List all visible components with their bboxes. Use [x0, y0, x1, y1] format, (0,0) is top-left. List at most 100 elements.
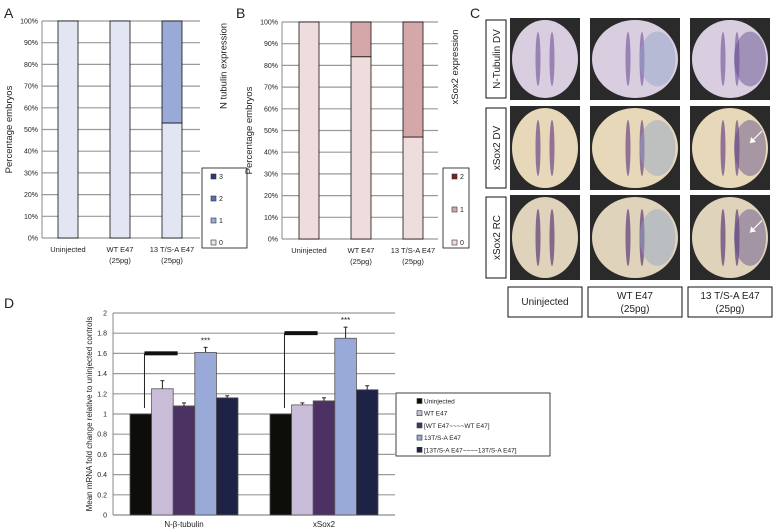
y-tick-label: 80% [264, 63, 278, 70]
x-tick-label: (25pg) [161, 256, 183, 265]
y-axis-label: Percentage embryos [4, 85, 15, 173]
injected-side-stain [734, 120, 766, 176]
embryo [512, 197, 578, 278]
arrow-head-icon [750, 137, 756, 143]
significance-bar [284, 331, 318, 336]
embryo [592, 20, 678, 98]
y-tick-label: 1.2 [97, 391, 107, 398]
injected-side-stain [639, 120, 676, 176]
legend-label: 1 [460, 207, 464, 214]
bar-d [355, 389, 379, 516]
y-tick-label: 0.4 [97, 472, 107, 479]
significance-stars: *** [201, 336, 210, 345]
neural-stripe [625, 209, 631, 266]
y-tick-label: 0 [103, 513, 107, 520]
panel-label-a: A [4, 5, 14, 21]
neural-stripe [734, 120, 740, 176]
row-label: N-Tubulin DV [492, 29, 503, 89]
y-tick-label: 100% [20, 19, 38, 26]
injected-side-stain [639, 31, 676, 87]
y-axis-label: Percentage embryos [244, 86, 255, 174]
x-tick-label: Uninjected [50, 245, 85, 254]
column-label: (25pg) [621, 304, 650, 315]
bar-segment-a-0 [161, 122, 183, 239]
y-tick-label: 90% [264, 41, 278, 48]
legend-label: 2 [219, 196, 223, 203]
bar-segment-b-1 [402, 21, 424, 138]
neural-stripe [720, 32, 726, 86]
y-tick-label: 20% [264, 193, 278, 200]
legend-label: [13T/S-A E47~~~~13T/S-A E47] [424, 447, 517, 454]
legend-swatch [451, 206, 458, 213]
legend-label: 0 [460, 240, 464, 247]
y-tick-label: 2 [103, 311, 107, 318]
y-tick-label: 50% [264, 128, 278, 135]
panel-label-d: D [4, 295, 14, 311]
x-tick-label: xSox2 [313, 520, 336, 529]
column-label-box [587, 286, 683, 318]
y-tick-label: 0.8 [97, 432, 107, 439]
y-tick-label: 1.8 [97, 331, 107, 338]
column-label-box [687, 286, 773, 318]
neural-stripe [625, 120, 631, 176]
legend-swatch [416, 398, 423, 404]
legend-label: 13T/S-A E47 [424, 435, 461, 442]
legend-swatch [210, 217, 217, 224]
x-tick-label: 13 T/S-A E47 [391, 246, 435, 255]
neural-stripe [549, 209, 555, 266]
bar-d [151, 388, 174, 516]
y-tick-label: 10% [24, 214, 38, 221]
x-tick-label: (25pg) [402, 257, 424, 266]
embryo [692, 197, 768, 278]
legend-swatch [416, 410, 423, 417]
y-tick-label: 80% [24, 62, 38, 69]
row-label-box [485, 19, 507, 99]
neural-stripe [639, 209, 645, 266]
legend-swatch [451, 239, 458, 246]
row-label-box [485, 107, 507, 189]
bar-segment-b-1 [350, 21, 372, 58]
neural-stripe [535, 120, 541, 176]
y-tick-label: 0% [268, 237, 278, 244]
y-tick-label: 40% [264, 150, 278, 157]
legend-title: N tubulin expression [219, 23, 230, 109]
y-tick-label: 100% [260, 20, 278, 27]
y-tick-label: 0.2 [97, 492, 107, 499]
bar-d [291, 404, 314, 516]
y-tick-label: 1 [103, 412, 107, 419]
injected-side-stain [734, 31, 766, 87]
legend-box [201, 167, 248, 249]
y-axis-label: Mean mRNA fold change relative to uninje… [85, 317, 94, 512]
y-tick-label: 30% [264, 171, 278, 178]
legend-label: WT E47 [424, 411, 448, 418]
x-tick-label: WT E47 [348, 246, 375, 255]
embryo [692, 20, 768, 98]
y-tick-label: 60% [24, 105, 38, 112]
y-tick-label: 1.6 [97, 351, 107, 358]
bar-d [129, 413, 153, 516]
panel-label-c: C [470, 5, 480, 21]
bar-d [269, 413, 293, 516]
x-tick-label: (25pg) [109, 256, 131, 265]
legend-swatch [210, 239, 217, 246]
x-tick-label: N-β-tubulin [164, 520, 203, 529]
y-tick-label: 10% [264, 215, 278, 222]
bar-segment-b-0 [298, 21, 320, 240]
neural-stripe [535, 32, 541, 86]
legend-label: 3 [219, 174, 223, 181]
y-tick-label: 70% [264, 85, 278, 92]
x-tick-label: Uninjected [291, 246, 326, 255]
bar-d [194, 351, 217, 516]
neural-stripe [720, 120, 726, 176]
bar-d [172, 405, 196, 516]
column-label: (25pg) [716, 304, 745, 315]
significance-stars: *** [341, 316, 350, 325]
embryo [512, 108, 578, 188]
y-tick-label: 50% [24, 127, 38, 134]
legend-swatch [416, 422, 423, 429]
y-tick-label: 60% [264, 106, 278, 113]
neural-stripe [549, 32, 555, 86]
y-tick-label: 20% [24, 192, 38, 199]
embryo [592, 108, 678, 188]
y-tick-label: 1.4 [97, 371, 107, 378]
